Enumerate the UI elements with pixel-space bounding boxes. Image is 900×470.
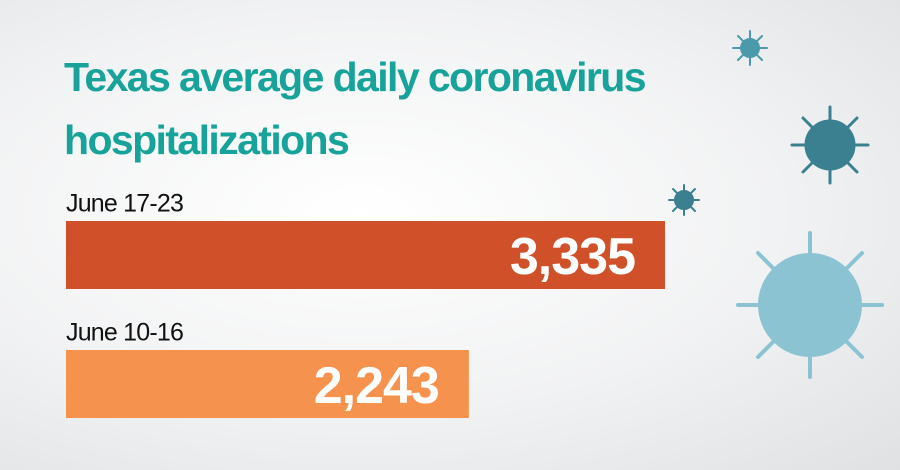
virus-icon [736,231,884,379]
virus-icon [668,184,700,216]
bar [66,350,469,418]
virus-decor [668,30,884,379]
category-label: June 17-23 [66,190,183,218]
category-label: June 10-16 [66,319,183,347]
value-label: 3,335 [510,228,635,286]
virus-icon [790,105,870,185]
value-label: 2,243 [314,357,439,415]
bar [66,221,665,289]
virus-icon [732,30,768,66]
chart-title: Texas average daily coronavirus hospital… [64,54,647,163]
